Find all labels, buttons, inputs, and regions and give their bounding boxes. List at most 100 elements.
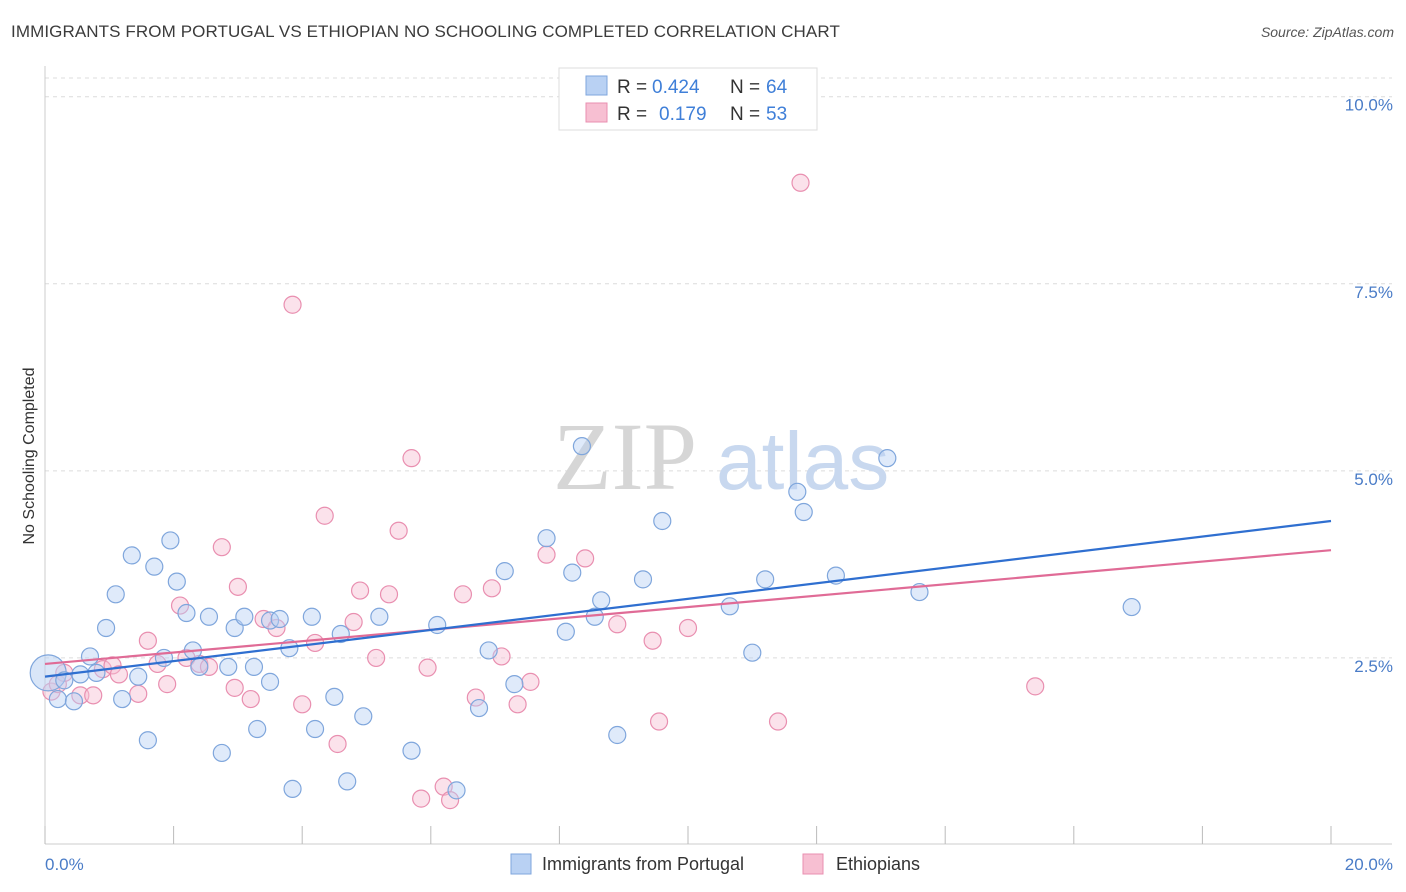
series-ethiopians-points [42,173,1045,810]
portugal-point-59 [794,502,813,522]
portugal-point-44 [495,562,514,581]
portugal-point-49 [572,437,592,456]
ethiopians-point-20 [254,609,273,629]
portugal-point-63 [1122,597,1141,617]
ethiopians-point-25 [315,506,334,525]
ethiopians-point-41 [508,695,527,714]
source-label: Source: ZipAtlas.com [1260,24,1394,40]
ethiopians-point-50 [791,173,810,192]
portugal-point-39 [402,741,421,760]
portugal-point-52 [608,725,627,745]
portugal-point-16 [167,572,186,591]
x-tick-label-0: 0.0% [45,855,84,874]
portugal-point-5 [80,647,100,666]
ethiopians-point-7 [109,665,129,684]
portugal-point-29 [270,609,289,629]
x-tick-label-1: 20.0% [1345,855,1393,874]
ethiopians-point-34 [418,658,437,677]
ethiopians-point-43 [537,545,556,564]
ethiopians-point-17 [225,678,244,697]
legend-r-label-blue: R = [617,77,647,98]
portugal-point-54 [653,511,672,531]
portugal-point-24 [235,607,254,626]
ethiopians-point-32 [402,449,421,468]
ethiopians-point-30 [379,585,399,604]
portugal-point-3 [64,692,84,711]
portugal-point-46 [537,529,556,548]
ethiopians-point-29 [367,648,386,668]
ethiopians-point-48 [678,618,698,638]
ethiopians-point-39 [482,579,501,598]
portugal-point-55 [720,597,739,616]
portugal-point-58 [788,482,807,501]
portugal-point-57 [756,570,775,589]
portugal-point-2 [55,671,74,690]
trend-line-ethiopians [44,549,1332,666]
y-tick-label-3: 10.0% [1345,96,1393,115]
legend-bottom: Immigrants from Portugal Ethiopians [510,853,920,875]
ethiopians-point-12 [170,596,190,615]
portugal-point-21 [212,743,231,763]
ethiopians-point-22 [283,295,302,314]
ethiopians-point-37 [453,585,473,604]
legend-n-value-blue: 64 [766,77,788,98]
portugal-point-38 [370,607,389,626]
watermark-zip: ZIP [553,403,697,510]
legend-swatch-pink [585,102,608,123]
ethiopians-point-38 [466,688,485,707]
portugal-point-34 [325,687,344,706]
portugal-point-6 [87,663,106,682]
portugal-point-27 [260,672,280,691]
portugal-point-15 [161,531,180,550]
ethiopians-point-31 [389,521,408,540]
legend-bottom-swatch-portugal [510,853,532,875]
watermark: ZIP atlas [553,403,889,510]
chart-title: IMMIGRANTS FROM PORTUGAL VS ETHIOPIAN NO… [11,22,840,41]
ethiopians-point-11 [158,675,177,694]
portugal-point-1 [48,689,67,709]
y-tick-label-2: 7.5% [1354,283,1393,302]
legend-swatch-blue [585,75,608,96]
legend-top: R = 0.424 N = 64 R = 0.179 N = 53 [558,67,818,131]
tick-labels: 2.5% 5.0% 7.5% 10.0% 0.0% 20.0% [45,96,1393,874]
portugal-point-28 [260,611,280,630]
ethiopians-point-27 [344,612,363,632]
ethiopians-point-44 [576,549,595,568]
y-axis-label: No Schooling Completed [21,368,38,545]
portugal-point-61 [878,449,897,468]
portugal-point-30 [283,779,302,798]
ethiopians-point-23 [293,695,312,714]
ethiopians-point-46 [643,631,662,650]
ethiopians-point-28 [350,581,370,600]
portugal-point-42 [469,698,489,718]
portugal-point-32 [302,607,321,626]
ethiopians-point-8 [129,684,148,703]
ethiopians-point-15 [199,657,219,677]
ethiopians-point-51 [1026,677,1045,696]
portugal-point-33 [305,719,325,739]
watermark-atlas: atlas [716,416,889,507]
portugal-point-26 [248,719,267,739]
portugal-point-13 [145,557,164,576]
portugal-point-47 [556,622,575,641]
portugal-point-19 [190,657,209,677]
ethiopians-point-45 [608,615,627,634]
portugal-point-51 [592,591,611,610]
ethiopians-point-36 [440,791,460,810]
ethiopians-point-18 [228,577,247,596]
ethiopians-point-9 [138,631,157,650]
portugal-point-43 [479,641,498,660]
legend-n-label-blue: N = [730,77,760,98]
portugal-point-22 [219,657,238,677]
portugal-point-9 [113,689,132,709]
portugal-point-48 [563,563,582,582]
portugal-point-25 [244,657,264,677]
portugal-point-37 [354,707,373,726]
legend-r-value-blue: 0.424 [652,77,700,98]
legend-r-label-pink: R = [617,104,647,125]
legend-r-value-pink: 0.179 [659,104,707,125]
ethiopians-point-26 [328,734,347,754]
legend-n-value-pink: 53 [766,104,787,125]
portugal-point-45 [505,675,524,694]
